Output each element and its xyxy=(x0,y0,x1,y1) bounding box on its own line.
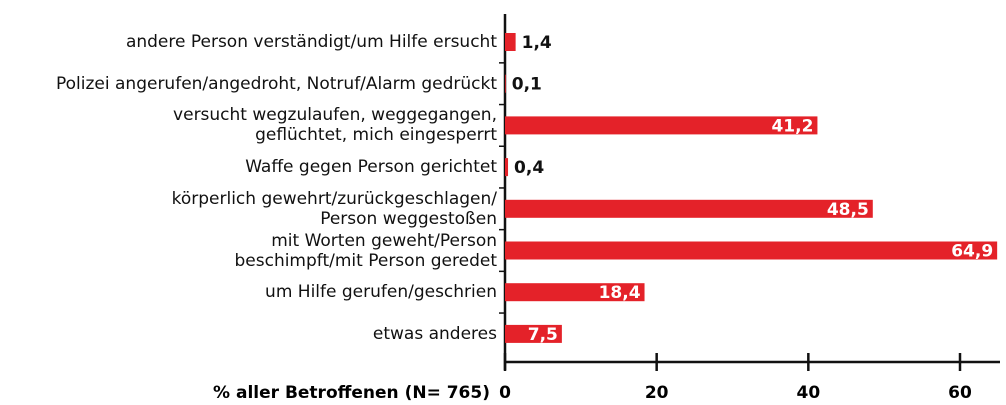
x-tick-label: 0 xyxy=(499,383,511,403)
x-tick-label: 60 xyxy=(948,383,972,403)
x-tick-label: 20 xyxy=(645,383,669,403)
x-tick-label: 40 xyxy=(796,383,820,403)
bar xyxy=(505,324,562,343)
category-label: mit Worten geweht/Person beschimpft/mit … xyxy=(234,230,497,271)
bar xyxy=(505,33,516,51)
bar xyxy=(505,199,873,218)
category-label: Polizei angerufen/angedroht, Notruf/Alar… xyxy=(56,73,497,94)
value-label: 0,1 xyxy=(512,75,542,95)
value-label: 48,5 xyxy=(827,200,869,220)
value-label: 64,9 xyxy=(951,242,993,262)
value-label: 18,4 xyxy=(599,283,641,303)
value-label: 1,4 xyxy=(522,33,552,53)
category-label: andere Person verständigt/um Hilfe ersuc… xyxy=(125,32,497,52)
bar xyxy=(505,283,645,302)
category-label: um Hilfe gerufen/geschrien xyxy=(265,282,497,303)
category-label: etwas anderes xyxy=(372,323,497,344)
bar xyxy=(505,241,998,260)
bar xyxy=(505,74,506,93)
value-label: 41,2 xyxy=(771,116,813,136)
category-label: Waffe gegen Person gerichtet xyxy=(245,157,497,178)
value-label: 0,4 xyxy=(514,158,544,178)
value-label: 7,5 xyxy=(528,325,558,345)
category-label: körperlich gewehrt/zurückgeschlagen/ Per… xyxy=(171,188,497,229)
x-axis-label: % aller Betroffenen (N= 765) xyxy=(213,383,490,403)
bar xyxy=(505,116,818,135)
category-label: versucht wegzulaufen, weggegangen, geflü… xyxy=(173,105,497,146)
bar xyxy=(505,158,509,177)
